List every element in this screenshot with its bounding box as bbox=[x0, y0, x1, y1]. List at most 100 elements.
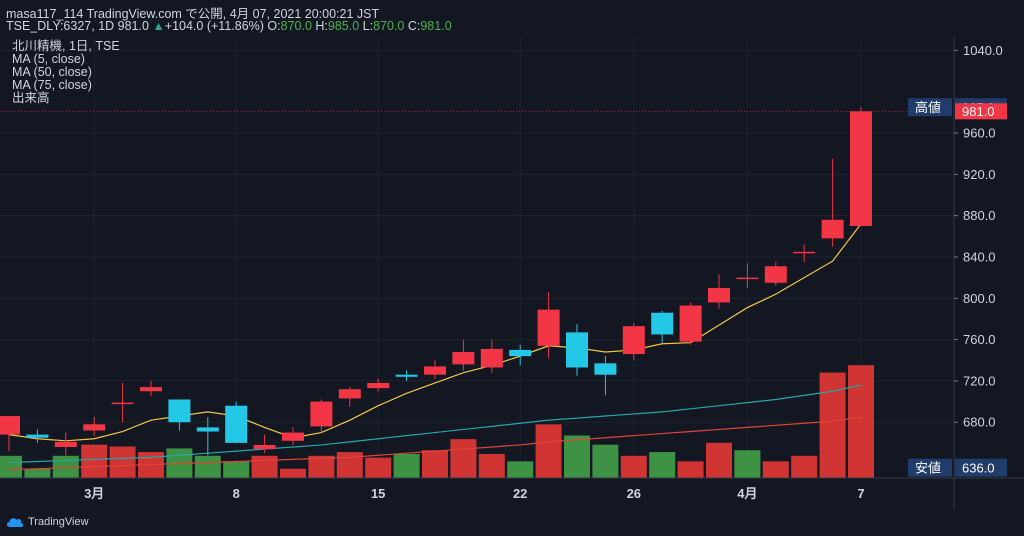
candle-body[interactable] bbox=[509, 349, 532, 357]
open-value: 870.0 bbox=[280, 19, 312, 33]
candle-body[interactable] bbox=[736, 277, 759, 280]
open-label: O: bbox=[267, 19, 281, 33]
y-tick-label: 680.0 bbox=[963, 415, 996, 430]
extreme-tag bbox=[908, 98, 952, 117]
candle-body[interactable] bbox=[83, 424, 106, 431]
candle-body[interactable] bbox=[622, 326, 645, 355]
candle-body[interactable] bbox=[651, 312, 674, 335]
candle-body[interactable] bbox=[0, 416, 20, 435]
candle-body[interactable] bbox=[168, 399, 191, 423]
ma75-line bbox=[8, 416, 862, 471]
legend-ma50[interactable]: MA (50, close) bbox=[12, 65, 92, 79]
extreme-price-label: 636.0 bbox=[962, 461, 995, 476]
volume-bar bbox=[223, 461, 250, 478]
volume-bar bbox=[507, 461, 534, 478]
candle-body[interactable] bbox=[480, 348, 503, 368]
volume-bar bbox=[81, 444, 108, 478]
tradingview-cloud-icon bbox=[6, 518, 24, 527]
symbol-info: TSE_DLY:6327, 1D 981.0 bbox=[6, 19, 149, 33]
candle-body[interactable] bbox=[594, 363, 617, 375]
candle-body[interactable] bbox=[54, 441, 77, 448]
candle-body[interactable] bbox=[395, 374, 418, 377]
candle-body[interactable] bbox=[282, 432, 304, 441]
candle-body[interactable] bbox=[196, 427, 219, 432]
extreme-price-badge bbox=[955, 458, 1007, 477]
candle-body[interactable] bbox=[111, 402, 134, 405]
x-tick-label: 22 bbox=[513, 486, 527, 501]
x-tick-label: 3月 bbox=[84, 486, 104, 501]
legend-volume[interactable]: 出来高 bbox=[12, 91, 50, 105]
price-chart[interactable]: 680.0 720.0 760.0 800.0 840.0 880.0 920.0 960.0… bbox=[0, 38, 1024, 510]
high-value: 985.0 bbox=[327, 19, 360, 33]
volume-bar bbox=[706, 442, 732, 478]
chart-header: masa117_114 TradingView.com で公開, 4月 07, … bbox=[0, 0, 1024, 38]
candle-body[interactable] bbox=[793, 251, 816, 254]
change-arrow-icon: ▲ bbox=[152, 19, 165, 33]
x-tick-label: 8 bbox=[233, 486, 240, 501]
volume-bar bbox=[194, 455, 221, 478]
legend-symbol[interactable]: 北川精機, 1日, TSE bbox=[12, 39, 120, 53]
y-tick-label: 920.0 bbox=[963, 167, 996, 182]
candle-body[interactable] bbox=[338, 389, 361, 399]
candle-body[interactable] bbox=[850, 111, 872, 226]
volume-bar bbox=[620, 455, 647, 478]
volume-bar bbox=[422, 450, 448, 478]
y-tick-label: 720.0 bbox=[963, 373, 996, 388]
publish-info: masa117_114 TradingView.com で公開, 4月 07, … bbox=[6, 7, 380, 21]
y-tick-label: 880.0 bbox=[963, 208, 996, 223]
legend-ma5[interactable]: MA (5, close) bbox=[12, 52, 85, 66]
ma50-line bbox=[8, 384, 862, 464]
x-tick-label: 26 bbox=[627, 486, 641, 501]
candle-body[interactable] bbox=[424, 366, 446, 375]
volume-bar bbox=[308, 455, 335, 478]
candle-body[interactable] bbox=[566, 332, 588, 368]
current-price-badge bbox=[955, 103, 1007, 120]
volume-bar bbox=[450, 439, 477, 478]
tradingview-logo: TradingView bbox=[6, 516, 89, 528]
close-value: 981.0 bbox=[420, 19, 452, 33]
candle-body[interactable] bbox=[310, 401, 333, 427]
candle-body[interactable] bbox=[367, 382, 390, 389]
candle-body[interactable] bbox=[253, 444, 276, 450]
candle-body[interactable] bbox=[679, 305, 702, 342]
candle-body[interactable] bbox=[821, 219, 844, 239]
x-tick-label: 4月 bbox=[737, 486, 757, 501]
volume-bar bbox=[336, 452, 363, 478]
y-tick-label: 840.0 bbox=[963, 249, 996, 264]
volume-bar bbox=[564, 435, 590, 478]
y-tick-label: 960.0 bbox=[963, 126, 996, 141]
extreme-tag bbox=[908, 458, 952, 477]
volume-bar bbox=[251, 455, 278, 478]
x-tick-label: 15 bbox=[371, 486, 385, 501]
y-tick-label: 800.0 bbox=[963, 291, 996, 306]
volume-bar bbox=[280, 468, 306, 478]
volume-bar bbox=[677, 461, 704, 478]
volume-bar bbox=[52, 455, 79, 478]
candle-body[interactable] bbox=[764, 266, 787, 283]
candle-body[interactable] bbox=[225, 405, 248, 443]
volume-bar bbox=[365, 457, 392, 478]
volume-bar bbox=[734, 450, 761, 478]
low-value: 870.0 bbox=[373, 19, 405, 33]
low-label: L: bbox=[362, 19, 374, 33]
brand-label: TradingView bbox=[28, 516, 89, 528]
volume-bar bbox=[762, 461, 789, 478]
volume-bar bbox=[791, 455, 818, 478]
candle-body[interactable] bbox=[26, 434, 49, 438]
volume-bar bbox=[109, 446, 136, 478]
candle-body[interactable] bbox=[452, 351, 475, 365]
extreme-tag-label: 高値 bbox=[915, 100, 941, 115]
volume-bar bbox=[535, 424, 562, 478]
legend-ma75[interactable]: MA (75, close) bbox=[12, 78, 92, 92]
change-value: +104.0 (+11.86%) bbox=[164, 19, 264, 33]
current-price-label: 981.0 bbox=[962, 104, 995, 119]
candle-body[interactable] bbox=[708, 287, 730, 303]
x-tick-label: 7 bbox=[857, 486, 864, 501]
candle-body[interactable] bbox=[537, 309, 560, 346]
volume-bar bbox=[848, 365, 874, 478]
high-label: H: bbox=[315, 19, 328, 33]
volume-bar bbox=[24, 468, 51, 478]
candle-body[interactable] bbox=[140, 387, 162, 392]
symbol-ohlc-line: TSE_DLY:6327, 1D 981.0 ▲+104.0 (+11.86%)… bbox=[6, 19, 452, 33]
